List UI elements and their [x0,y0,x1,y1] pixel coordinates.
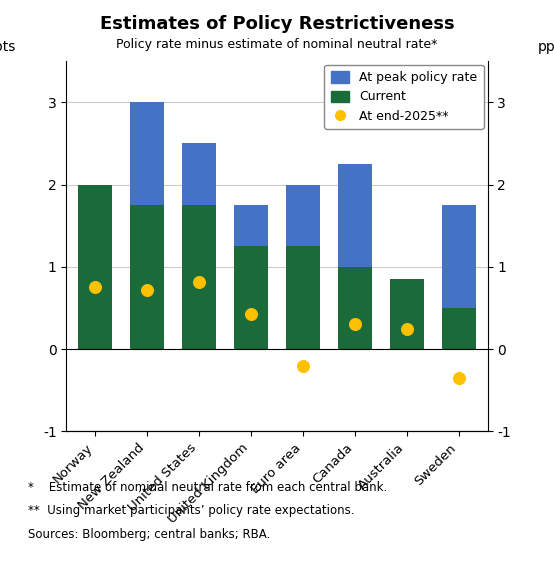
Text: ppts: ppts [538,40,554,54]
Bar [338,267,372,349]
Text: Sources: Bloomberg; central banks; RBA.: Sources: Bloomberg; central banks; RBA. [28,528,270,540]
Bar [338,164,372,267]
Bar [130,205,164,349]
Bar [182,143,216,205]
Bar [130,103,164,205]
Point [194,277,203,286]
Bar [286,247,320,349]
Text: **  Using market participants’ policy rate expectations.: ** Using market participants’ policy rat… [28,504,354,517]
Text: *    Estimate of nominal neutral rate from each central bank.: * Estimate of nominal neutral rate from … [28,481,387,494]
Point [351,320,360,329]
Bar [286,185,320,247]
Legend: At peak policy rate, Current, At end-2025**: At peak policy rate, Current, At end-202… [325,65,484,129]
Bar [78,185,112,349]
Bar [442,308,476,349]
Text: Estimates of Policy Restrictiveness: Estimates of Policy Restrictiveness [100,15,454,33]
Text: Policy rate minus estimate of nominal neutral rate*: Policy rate minus estimate of nominal ne… [116,38,438,51]
Bar [390,279,424,349]
Bar [234,205,268,247]
Point [299,361,307,370]
Bar [234,247,268,349]
Bar [182,205,216,349]
Point [403,324,412,333]
Point [247,309,255,318]
Point [454,373,463,382]
Bar [442,205,476,308]
Point [142,285,151,294]
Point [91,283,100,292]
Text: ppts: ppts [0,40,16,54]
